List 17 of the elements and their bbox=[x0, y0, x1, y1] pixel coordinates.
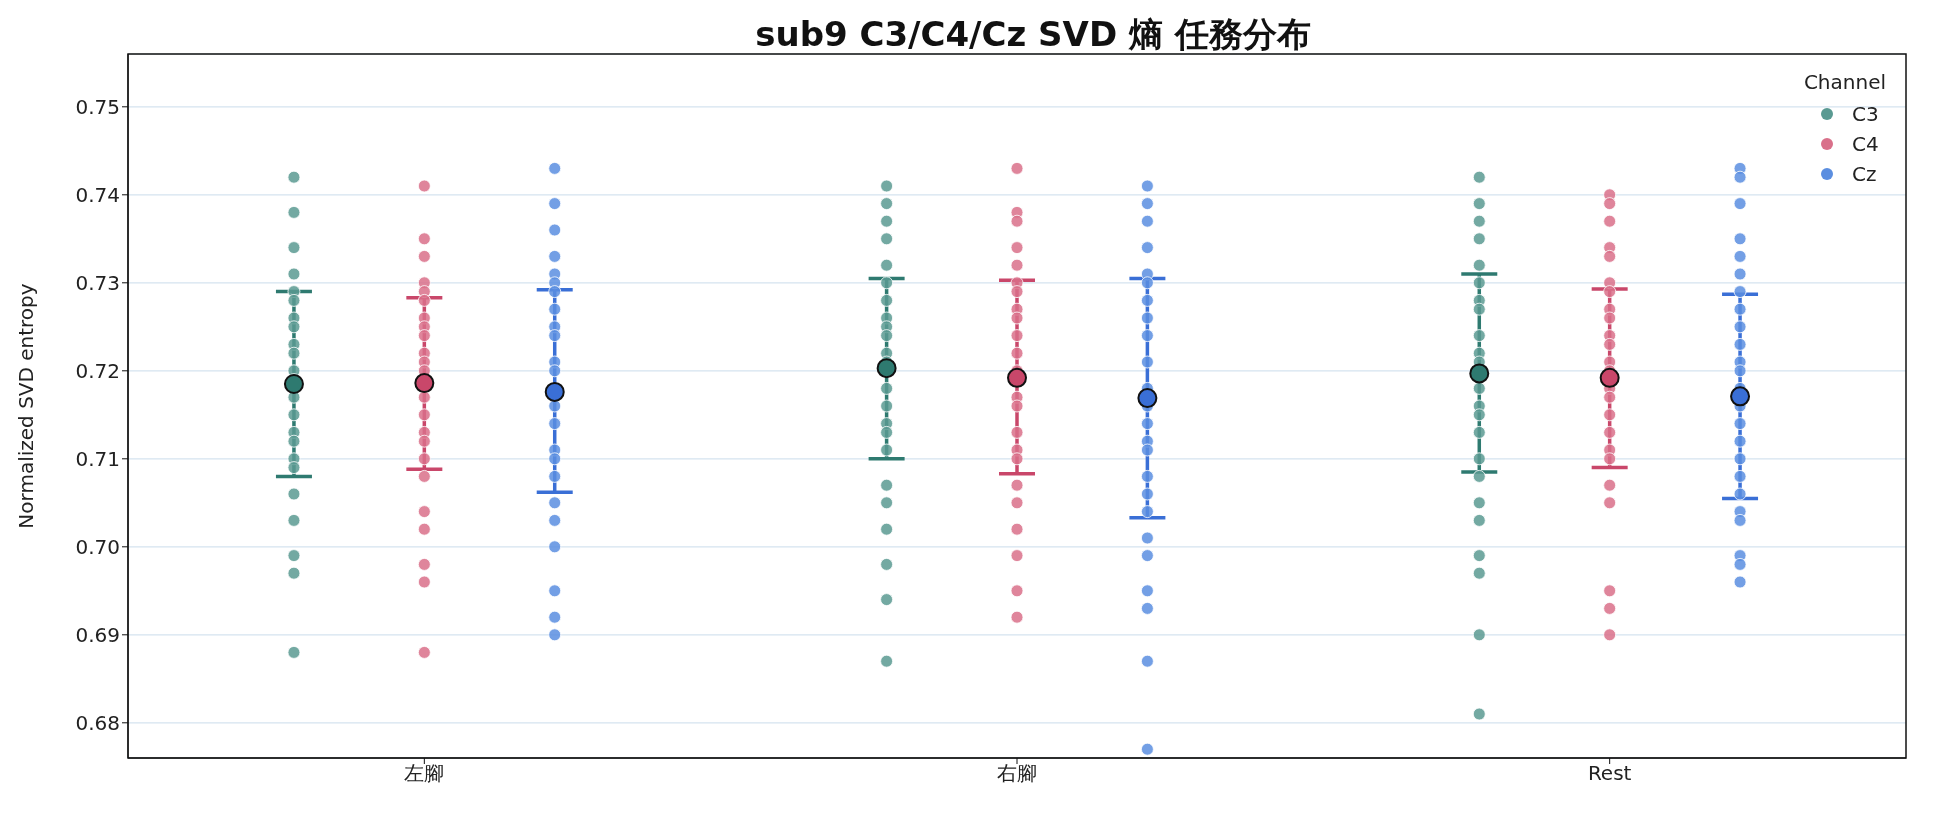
y-axis-title: Normalized SVD entropy bbox=[14, 283, 39, 529]
chart-title: sub9 C3/C4/Cz SVD 熵 任務分布 bbox=[754, 13, 1312, 56]
y-tick-label: 0.74 bbox=[75, 182, 120, 207]
y-tick-label: 0.75 bbox=[75, 94, 120, 119]
y-tick-label: 0.69 bbox=[75, 622, 120, 647]
x-tick-label: Rest bbox=[1587, 761, 1632, 786]
y-tick-label: 0.73 bbox=[75, 270, 120, 295]
x-tick-label: 左腳 bbox=[404, 761, 445, 786]
legend-label: C4 bbox=[1852, 132, 1880, 156]
y-tick-label: 0.72 bbox=[75, 358, 120, 383]
legend-label: C3 bbox=[1852, 102, 1880, 126]
y-tick-label: 0.68 bbox=[75, 710, 120, 735]
y-tick-label: 0.70 bbox=[75, 534, 120, 559]
x-tick-label: 右腳 bbox=[997, 761, 1037, 786]
legend-label: Cz bbox=[1852, 162, 1878, 186]
y-tick-label: 0.71 bbox=[75, 446, 120, 471]
legend-title: Channel bbox=[1803, 70, 1886, 94]
